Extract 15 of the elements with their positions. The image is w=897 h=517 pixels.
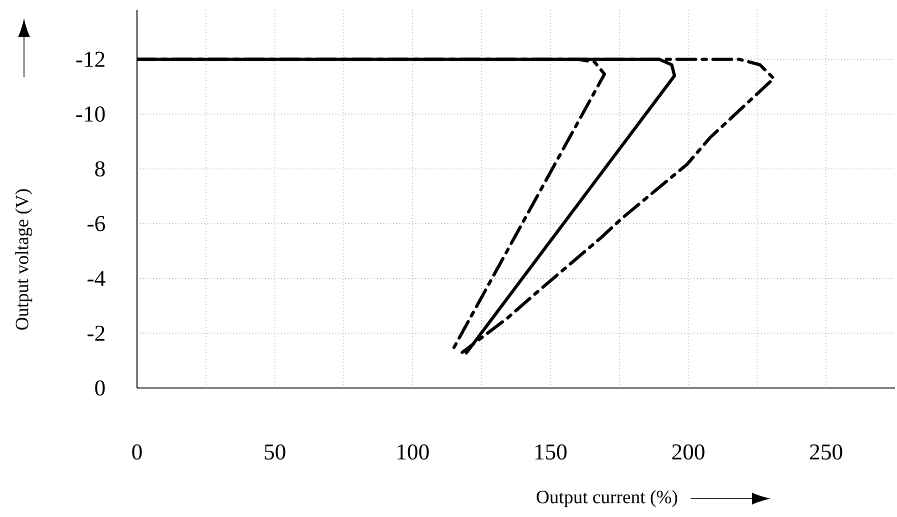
x-axis-title: Output current (%) bbox=[536, 490, 678, 508]
x-tick-label: 150 bbox=[535, 444, 567, 460]
y-tick-label: -6 bbox=[88, 216, 105, 232]
y-tick-label: 0 bbox=[95, 380, 105, 396]
y-axis-title: Output voltage (V) bbox=[15, 189, 32, 330]
x-tick-label: 100 bbox=[398, 444, 429, 460]
y-tick-label: 8 bbox=[95, 161, 105, 177]
x-tick-label: 250 bbox=[810, 444, 842, 460]
y-tick-label: -4 bbox=[88, 270, 106, 286]
y-tick-label: -10 bbox=[76, 106, 105, 122]
x-tick-label: 0 bbox=[132, 444, 142, 460]
x-tick-label: 200 bbox=[672, 444, 704, 460]
y-tick-label: -2 bbox=[88, 326, 104, 341]
x-tick-label: 50 bbox=[264, 444, 286, 460]
y-tick-label: -12 bbox=[76, 52, 104, 67]
